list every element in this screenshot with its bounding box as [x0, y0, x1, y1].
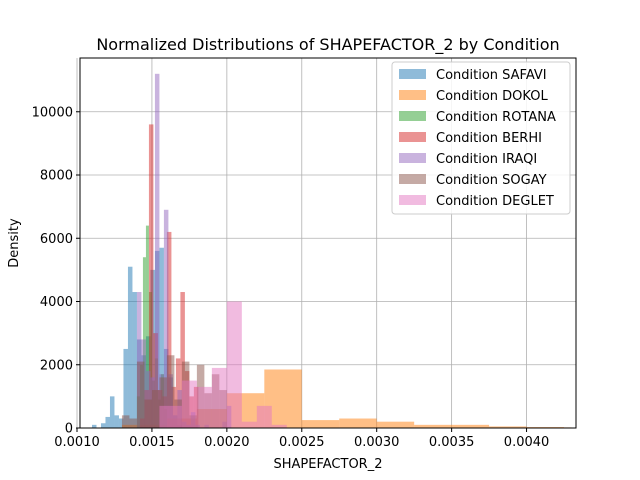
- histogram-bar: [376, 421, 415, 428]
- legend-swatch: [399, 195, 426, 205]
- legend-label: Condition IRAQI: [436, 152, 537, 167]
- histogram-bar: [451, 424, 490, 428]
- histogram-bar: [109, 396, 115, 428]
- histogram-bar: [136, 361, 145, 428]
- histogram-bar: [151, 390, 160, 428]
- histogram-bar: [100, 423, 106, 428]
- x-tick-label: 0.0035: [429, 435, 475, 450]
- y-axis-ticks: 0 2000 4000 6000 8000 10000: [32, 105, 80, 437]
- y-tick-label: 6000: [40, 232, 73, 247]
- bars-layer: [91, 73, 572, 429]
- legend: Condition SAFAVI Condition DOKOL Condition…: [391, 61, 571, 215]
- histogram-bar: [123, 348, 128, 428]
- histogram-bar: [159, 377, 167, 428]
- histogram-bar: [301, 420, 340, 428]
- x-tick-label: 0.0025: [279, 435, 325, 450]
- y-tick-label: 4000: [40, 295, 73, 310]
- histogram-bar: [121, 415, 130, 428]
- histogram-bar: [256, 405, 272, 428]
- histogram-bar: [132, 292, 137, 428]
- histogram-bar: [414, 424, 452, 428]
- legend-label: Condition DOKOL: [436, 89, 548, 104]
- histogram-bar: [226, 301, 242, 428]
- x-tick-label: 0.0015: [129, 435, 175, 450]
- histogram-bar: [91, 424, 97, 428]
- legend-label: Condition SOGAY: [436, 173, 547, 188]
- y-tick-label: 0: [65, 422, 73, 437]
- histogram-bar: [166, 231, 172, 428]
- histogram-bar: [163, 209, 169, 428]
- histogram-bar: [166, 355, 175, 428]
- legend-label: Condition DEGLET: [436, 194, 554, 209]
- histogram-bar: [127, 266, 133, 428]
- x-axis-ticks: 0.0010 0.0015 0.0020 0.0025 0.0030 0.0035 0.00…: [54, 428, 549, 450]
- histogram-bar: [241, 421, 257, 428]
- series-condition-deglet: [159, 301, 287, 428]
- histogram-bar: [211, 367, 227, 428]
- histogram-bar: [154, 73, 160, 429]
- x-axis-title: SHAPEFACTOR_2: [274, 457, 383, 472]
- legend-swatch: [399, 90, 426, 100]
- histogram-bar: [144, 399, 152, 428]
- x-tick-label: 0.0030: [354, 435, 400, 450]
- histogram-bar: [339, 418, 377, 428]
- histogram-bar: [118, 418, 124, 428]
- legend-swatch: [399, 132, 426, 142]
- legend-swatch: [399, 174, 426, 184]
- legend-label: Condition BERHI: [436, 131, 542, 146]
- x-tick-label: 0.0010: [54, 435, 100, 450]
- legend-swatch: [399, 111, 426, 121]
- histogram-bar: [196, 386, 212, 428]
- histogram-bar: [159, 247, 164, 428]
- chart-title: Normalized Distributions of SHAPEFACTOR_…: [96, 35, 559, 55]
- x-tick-label: 0.0040: [504, 435, 550, 450]
- histogram-bar: [180, 292, 185, 428]
- histogram-bar: [148, 124, 154, 429]
- x-tick-label: 0.0020: [204, 435, 250, 450]
- histogram-bar: [181, 380, 197, 428]
- y-tick-label: 2000: [40, 358, 73, 373]
- y-tick-label: 8000: [40, 169, 73, 184]
- legend-label: Condition SAFAVI: [436, 68, 547, 83]
- histogram-bar: [145, 225, 149, 428]
- legend-swatch: [399, 69, 426, 79]
- y-axis-title: Density: [7, 218, 22, 268]
- y-tick-label: 10000: [32, 105, 73, 120]
- histogram-bar: [105, 416, 110, 428]
- histogram-bar: [136, 292, 142, 428]
- legend-frame: [391, 61, 571, 215]
- histogram-bar: [271, 424, 287, 428]
- histogram-bar: [159, 405, 182, 428]
- histogram-bar: [489, 426, 527, 428]
- legend-swatch: [399, 153, 426, 163]
- plot-frame: [79, 57, 577, 429]
- histogram-bar: [129, 418, 137, 428]
- legend-label: Condition ROTANA: [436, 110, 556, 125]
- histogram-bar: [114, 415, 119, 428]
